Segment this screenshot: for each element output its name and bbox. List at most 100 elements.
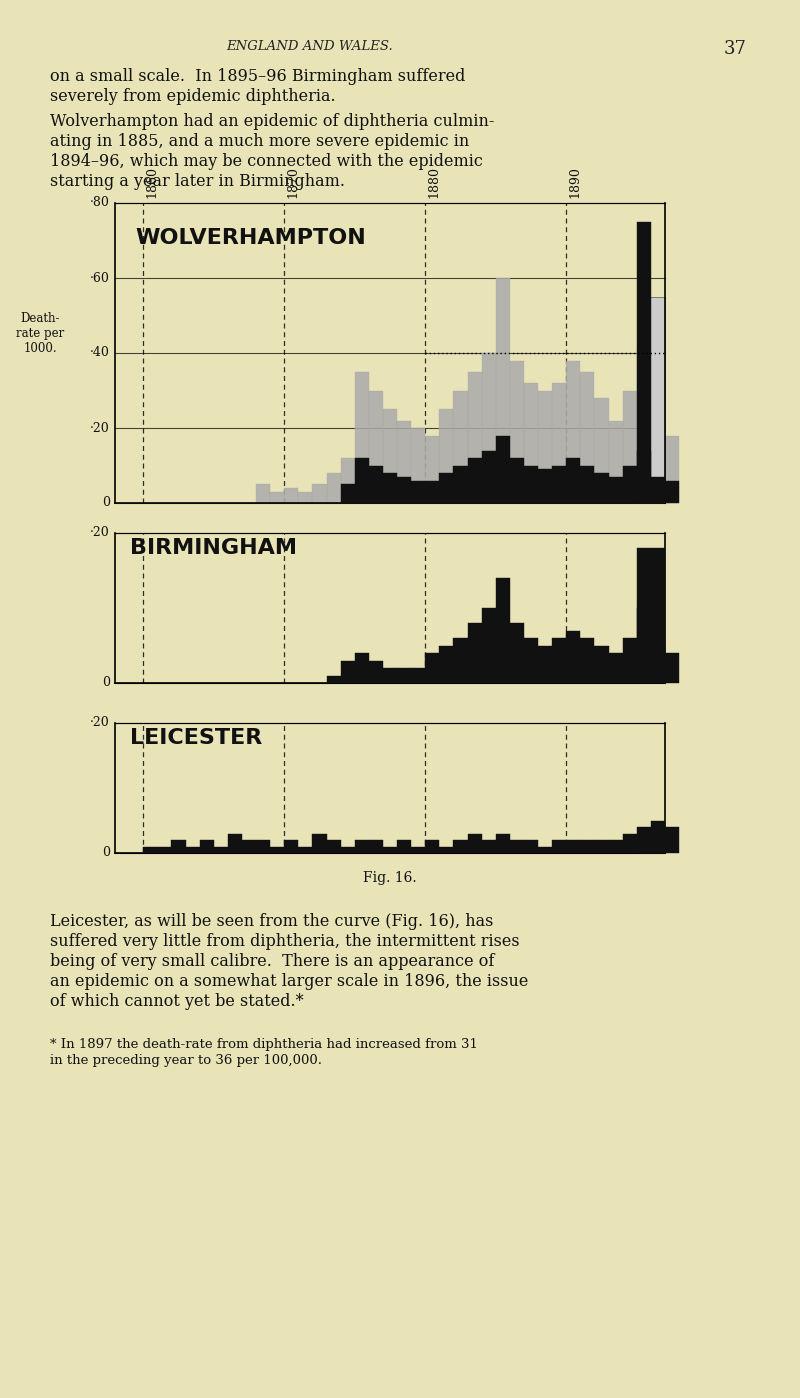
Bar: [496, 577, 510, 684]
Bar: [665, 653, 679, 684]
Bar: [454, 637, 467, 684]
Bar: [637, 828, 665, 853]
Bar: [411, 481, 426, 503]
Text: on a small scale.  In 1895–96 Birmingham suffered
severely from epidemic diphthe: on a small scale. In 1895–96 Birmingham …: [50, 69, 466, 105]
Bar: [609, 477, 622, 503]
Bar: [341, 660, 354, 684]
Bar: [228, 833, 242, 853]
Bar: [482, 450, 496, 503]
Text: Leicester, as will be seen from the curve (Fig. 16), has: Leicester, as will be seen from the curv…: [50, 913, 494, 930]
Bar: [171, 840, 186, 853]
Bar: [439, 473, 454, 503]
Bar: [270, 847, 284, 853]
Bar: [580, 637, 594, 684]
Bar: [538, 470, 552, 503]
Bar: [538, 646, 552, 684]
Bar: [369, 390, 383, 503]
Bar: [524, 383, 538, 503]
Text: an epidemic on a somewhat larger scale in 1896, the issue: an epidemic on a somewhat larger scale i…: [50, 973, 528, 990]
Bar: [439, 410, 454, 503]
Bar: [538, 390, 552, 503]
Bar: [341, 484, 354, 503]
Bar: [454, 840, 467, 853]
Bar: [622, 637, 637, 684]
Text: 1880: 1880: [427, 166, 440, 199]
Bar: [369, 840, 383, 853]
Bar: [313, 833, 326, 853]
Bar: [397, 840, 411, 853]
Bar: [665, 436, 679, 503]
Bar: [313, 484, 326, 503]
Bar: [622, 466, 637, 503]
Bar: [411, 428, 426, 503]
Bar: [298, 847, 313, 853]
Bar: [397, 477, 411, 503]
Bar: [609, 840, 622, 853]
Bar: [326, 473, 341, 503]
Text: suffered very little from diphtheria, the intermittent rises: suffered very little from diphtheria, th…: [50, 932, 520, 951]
Bar: [354, 372, 369, 503]
Bar: [594, 398, 609, 503]
Bar: [454, 390, 467, 503]
Bar: [651, 646, 665, 684]
Bar: [637, 608, 651, 684]
Bar: [467, 833, 482, 853]
Bar: [524, 466, 538, 503]
Bar: [552, 637, 566, 684]
Bar: [354, 459, 369, 503]
Bar: [383, 473, 397, 503]
Text: 37: 37: [723, 41, 746, 57]
Bar: [637, 296, 665, 503]
Bar: [426, 840, 439, 853]
Bar: [637, 548, 665, 684]
Bar: [454, 466, 467, 503]
Text: 1870: 1870: [286, 166, 299, 199]
Text: ENGLAND AND WALES.: ENGLAND AND WALES.: [226, 41, 394, 53]
Bar: [482, 840, 496, 853]
Bar: [341, 847, 354, 853]
Bar: [524, 840, 538, 853]
Bar: [609, 421, 622, 503]
Text: ·40: ·40: [90, 347, 110, 359]
Bar: [651, 821, 665, 853]
Bar: [566, 840, 580, 853]
Bar: [637, 345, 651, 503]
Bar: [354, 840, 369, 853]
Bar: [341, 459, 354, 503]
Bar: [326, 675, 341, 684]
Text: of which cannot yet be stated.*: of which cannot yet be stated.*: [50, 993, 304, 1009]
Bar: [426, 436, 439, 503]
Text: ·20: ·20: [90, 527, 110, 540]
Bar: [566, 361, 580, 503]
Bar: [594, 646, 609, 684]
Text: * In 1897 the death-rate from diphtheria had increased from 31: * In 1897 the death-rate from diphtheria…: [50, 1037, 478, 1051]
Text: 0: 0: [102, 847, 110, 860]
Bar: [158, 847, 171, 853]
Bar: [284, 840, 298, 853]
Text: ·20: ·20: [90, 422, 110, 435]
Bar: [510, 840, 524, 853]
Text: 1890: 1890: [568, 166, 582, 199]
Bar: [566, 630, 580, 684]
Bar: [496, 833, 510, 853]
Bar: [665, 481, 679, 503]
Bar: [369, 660, 383, 684]
Bar: [467, 624, 482, 684]
Bar: [411, 847, 426, 853]
Bar: [622, 833, 637, 853]
Bar: [214, 847, 228, 853]
Bar: [510, 459, 524, 503]
Bar: [242, 840, 256, 853]
Bar: [496, 436, 510, 503]
Bar: [594, 473, 609, 503]
Bar: [637, 840, 651, 853]
Text: Death-
rate per
1000.: Death- rate per 1000.: [16, 312, 64, 355]
Bar: [482, 608, 496, 684]
Text: Wolverhampton had an epidemic of diphtheria culmin-: Wolverhampton had an epidemic of diphthe…: [50, 113, 494, 130]
Bar: [143, 847, 158, 853]
Bar: [651, 428, 665, 503]
Text: BIRMINGHAM: BIRMINGHAM: [130, 538, 297, 558]
Text: starting a year later in Birmingham.: starting a year later in Birmingham.: [50, 173, 345, 190]
Text: ·80: ·80: [90, 197, 110, 210]
Bar: [383, 847, 397, 853]
